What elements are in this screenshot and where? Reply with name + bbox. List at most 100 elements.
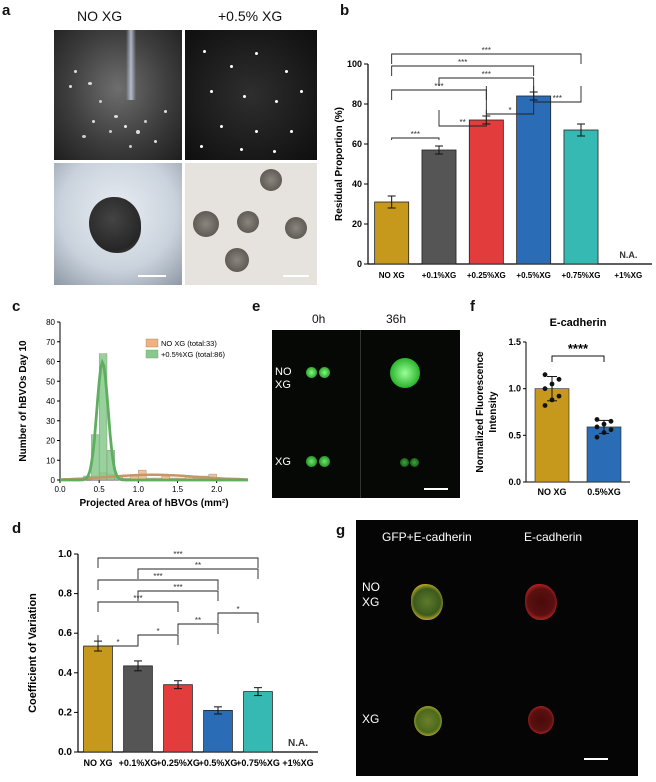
y-tick-label: 0 [357,259,362,269]
histogram-bar [98,353,108,481]
y-tick-label: 70 [46,338,55,347]
y-axis-title: Normalized Fluorescence Intensity [475,351,499,473]
panel-e-time36: 36h [386,312,407,326]
y-tick-label: 0.5 [508,430,521,440]
y-tick-label: 0.0 [58,747,72,758]
significance-label: ** [195,561,201,570]
x-tick-label: +0.25%XG [467,271,506,280]
chart-d: 0.0 0.2 0.4 0.6 0.8 1.0 Coefficient of Variati… [27,549,318,768]
legend-swatch [145,349,159,359]
x-tick-label: NO XG [83,758,112,768]
chart-f: E-cadherin 0.0 0.5 1.0 1.5 Normalized Fluores… [475,317,630,497]
significance-label: *** [173,583,182,592]
panel-label-c: c [12,298,21,315]
y-tick-label: 30 [46,417,55,426]
significance-bracket [391,65,535,76]
data-point [608,418,614,424]
y-axis-title: Coefficient of Variation [27,593,39,713]
bar [163,684,193,753]
bar [586,426,622,483]
y-tick-label: 0.6 [58,628,72,639]
panel-g-row2: XG [362,712,380,726]
significance-label: *** [411,130,420,139]
significance-label: *** [458,58,467,67]
significance-bracket [137,590,219,601]
significance-label: *** [153,572,162,581]
significance-label: * [156,627,159,636]
panel-e-row1: NO XG [275,366,292,391]
data-point [594,434,600,440]
dish-xg-image [185,30,317,160]
x-tick-label: +0.1%XG [422,271,456,280]
significance-label: *** [434,82,443,91]
significance-label: * [236,605,239,614]
data-point [542,403,548,408]
y-tick-label: 20 [46,437,55,446]
y-tick-label: 50 [46,377,55,386]
data-point [594,424,600,430]
significance-label: **** [568,341,589,356]
panel-a-col-xg: +0.5% XG [218,8,283,24]
y-tick-label: 1.5 [508,337,521,347]
bar [421,149,457,265]
significance-bracket [97,601,179,612]
significance-bracket [551,355,605,362]
x-tick-label: 2.0 [211,485,223,494]
bar [203,710,233,753]
chart-c: 0 10 20 30 40 50 60 70 80 0.0 0.5 1.0 1.5 2.0 Projecte… [18,318,248,509]
x-tick-label: 1.5 [172,485,184,494]
organoid-noxg-image [54,163,182,285]
y-tick-label: 40 [352,179,362,189]
significance-label: ** [195,616,201,625]
data-point [549,381,555,387]
y-tick-label: 10 [46,456,55,465]
panel-g-row1: NO XG [362,580,380,609]
significance-bracket [533,86,582,103]
significance-bracket [97,557,259,568]
data-point [608,427,614,433]
na-label: N.A. [619,250,637,260]
panel-label-e: e [252,298,261,315]
significance-label: *** [482,70,491,79]
panel-g-col-right: E-cadherin [524,530,583,544]
bar [374,201,410,265]
chart-title: E-cadherin [550,317,607,329]
x-tick-label: +0.5%XG [199,758,238,768]
x-tick-label: +0.25%XG [156,758,200,768]
y-axis-title: Number of hBVOs Day 10 [18,340,29,462]
y-tick-label: 80 [352,99,362,109]
significance-bracket [391,53,582,64]
y-tick-label: 0.0 [508,477,521,487]
y-axis-title: Residual Proportion (%) [334,107,345,221]
scale-bar [584,758,608,760]
bar [83,645,113,753]
significance-bracket [217,612,259,623]
bar [468,119,504,265]
x-tick-label: NO XG [537,487,566,497]
y-tick-label: 60 [46,358,55,367]
bar [534,388,570,483]
data-point [556,376,562,382]
organoid-xg-image [185,163,317,285]
x-axis-title: Projected Area of hBVOs (mm²) [79,498,228,509]
y-tick-label: 0 [51,476,56,485]
x-tick-label: 0.5 [94,485,106,494]
x-tick-label: +1%XG [614,271,642,280]
x-tick-label: 0.5%XG [587,487,621,497]
y-axis-title-line: Normalized Fluorescence [475,351,486,473]
y-tick-label: 80 [46,318,55,327]
x-tick-label: 0.0 [54,485,66,494]
significance-bracket [97,579,219,590]
significance-bracket [137,634,179,645]
y-axis-title-line: Intensity [488,391,499,433]
bar [243,691,273,753]
significance-label: *** [173,550,182,559]
significance-bracket [391,89,487,100]
scale-bar [138,275,166,277]
bar [123,665,153,753]
significance-label: * [508,106,511,115]
x-tick-label: NO XG [379,271,405,280]
panel-g-col-left: GFP+E-cadherin [382,530,472,544]
panel-label-g: g [336,522,346,539]
legend-label: +0.5%XG (total:86) [161,350,225,359]
